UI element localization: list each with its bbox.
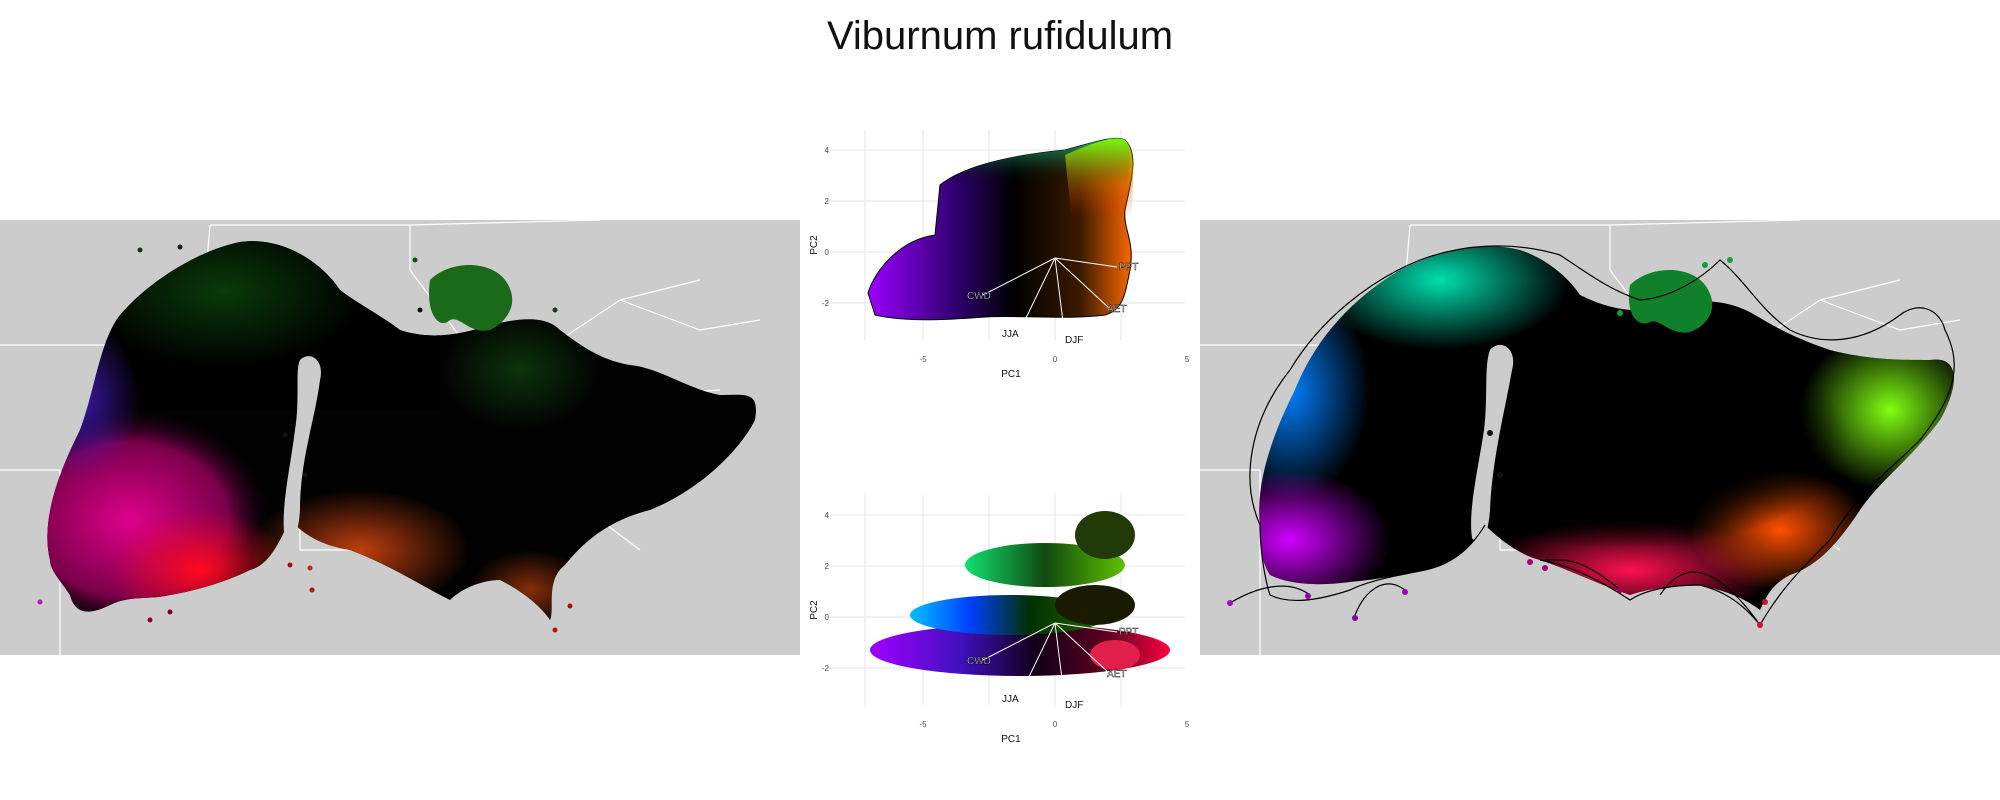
loading-label-djf: DJF	[1065, 335, 1083, 346]
green-patch	[1628, 270, 1713, 333]
pca-bottom: CWD PPT AET JJA DJF -5 0 5 4 2 0 -2 PC1 …	[809, 495, 1190, 745]
y-axis-label: PC2	[809, 600, 820, 620]
river-gap	[1471, 344, 1514, 543]
point-cloud	[870, 511, 1170, 676]
x-ticks: -5 0 5	[919, 355, 1189, 364]
range-hull	[1229, 245, 1955, 627]
loading-label-ppt: PPT	[1119, 627, 1138, 638]
svg-text:0: 0	[825, 613, 830, 622]
loading-label-djf: DJF	[1065, 700, 1083, 711]
pca-top: CWD PPT AET JJA DJF -5 0 5 4 2 0 -2 PC1 …	[809, 130, 1190, 380]
river-gap	[283, 356, 321, 544]
y-ticks: 4 2 0 -2	[822, 511, 830, 673]
loading-label-ppt: PPT	[1119, 262, 1138, 273]
occurrence-points	[1227, 257, 1768, 628]
occurrence-points	[37, 244, 573, 633]
svg-text:-5: -5	[919, 355, 927, 364]
loading-label-jja: JJA	[1002, 329, 1019, 340]
svg-text:4: 4	[825, 511, 830, 520]
x-axis-label: PC1	[1001, 734, 1021, 745]
svg-text:2: 2	[825, 197, 830, 206]
left-map	[0, 220, 800, 655]
loading-label-aet: AET	[1107, 669, 1126, 680]
svg-text:0: 0	[1053, 355, 1058, 364]
y-ticks: 4 2 0 -2	[822, 146, 830, 308]
x-axis-label: PC1	[1001, 369, 1021, 380]
loading-label-cwd: CWD	[967, 656, 991, 667]
green-patch	[429, 265, 513, 331]
loading-arrows	[982, 257, 1118, 323]
x-ticks: -5 0 5	[919, 720, 1189, 729]
loading-label-cwd: CWD	[967, 291, 991, 302]
y-axis-label: PC2	[809, 235, 820, 255]
svg-text:-2: -2	[822, 664, 830, 673]
svg-text:2: 2	[825, 562, 830, 571]
figure-title: Viburnum rufidulum	[826, 14, 1174, 58]
loading-label-aet: AET	[1107, 304, 1126, 315]
loading-arrows	[982, 622, 1118, 688]
right-map	[1200, 220, 2000, 655]
svg-text:0: 0	[1053, 720, 1058, 729]
svg-text:0: 0	[825, 248, 830, 257]
svg-text:-5: -5	[919, 720, 927, 729]
svg-text:5: 5	[1185, 720, 1190, 729]
svg-text:4: 4	[825, 146, 830, 155]
svg-text:5: 5	[1185, 355, 1190, 364]
svg-text:-2: -2	[822, 299, 830, 308]
loading-label-jja: JJA	[1002, 694, 1019, 705]
